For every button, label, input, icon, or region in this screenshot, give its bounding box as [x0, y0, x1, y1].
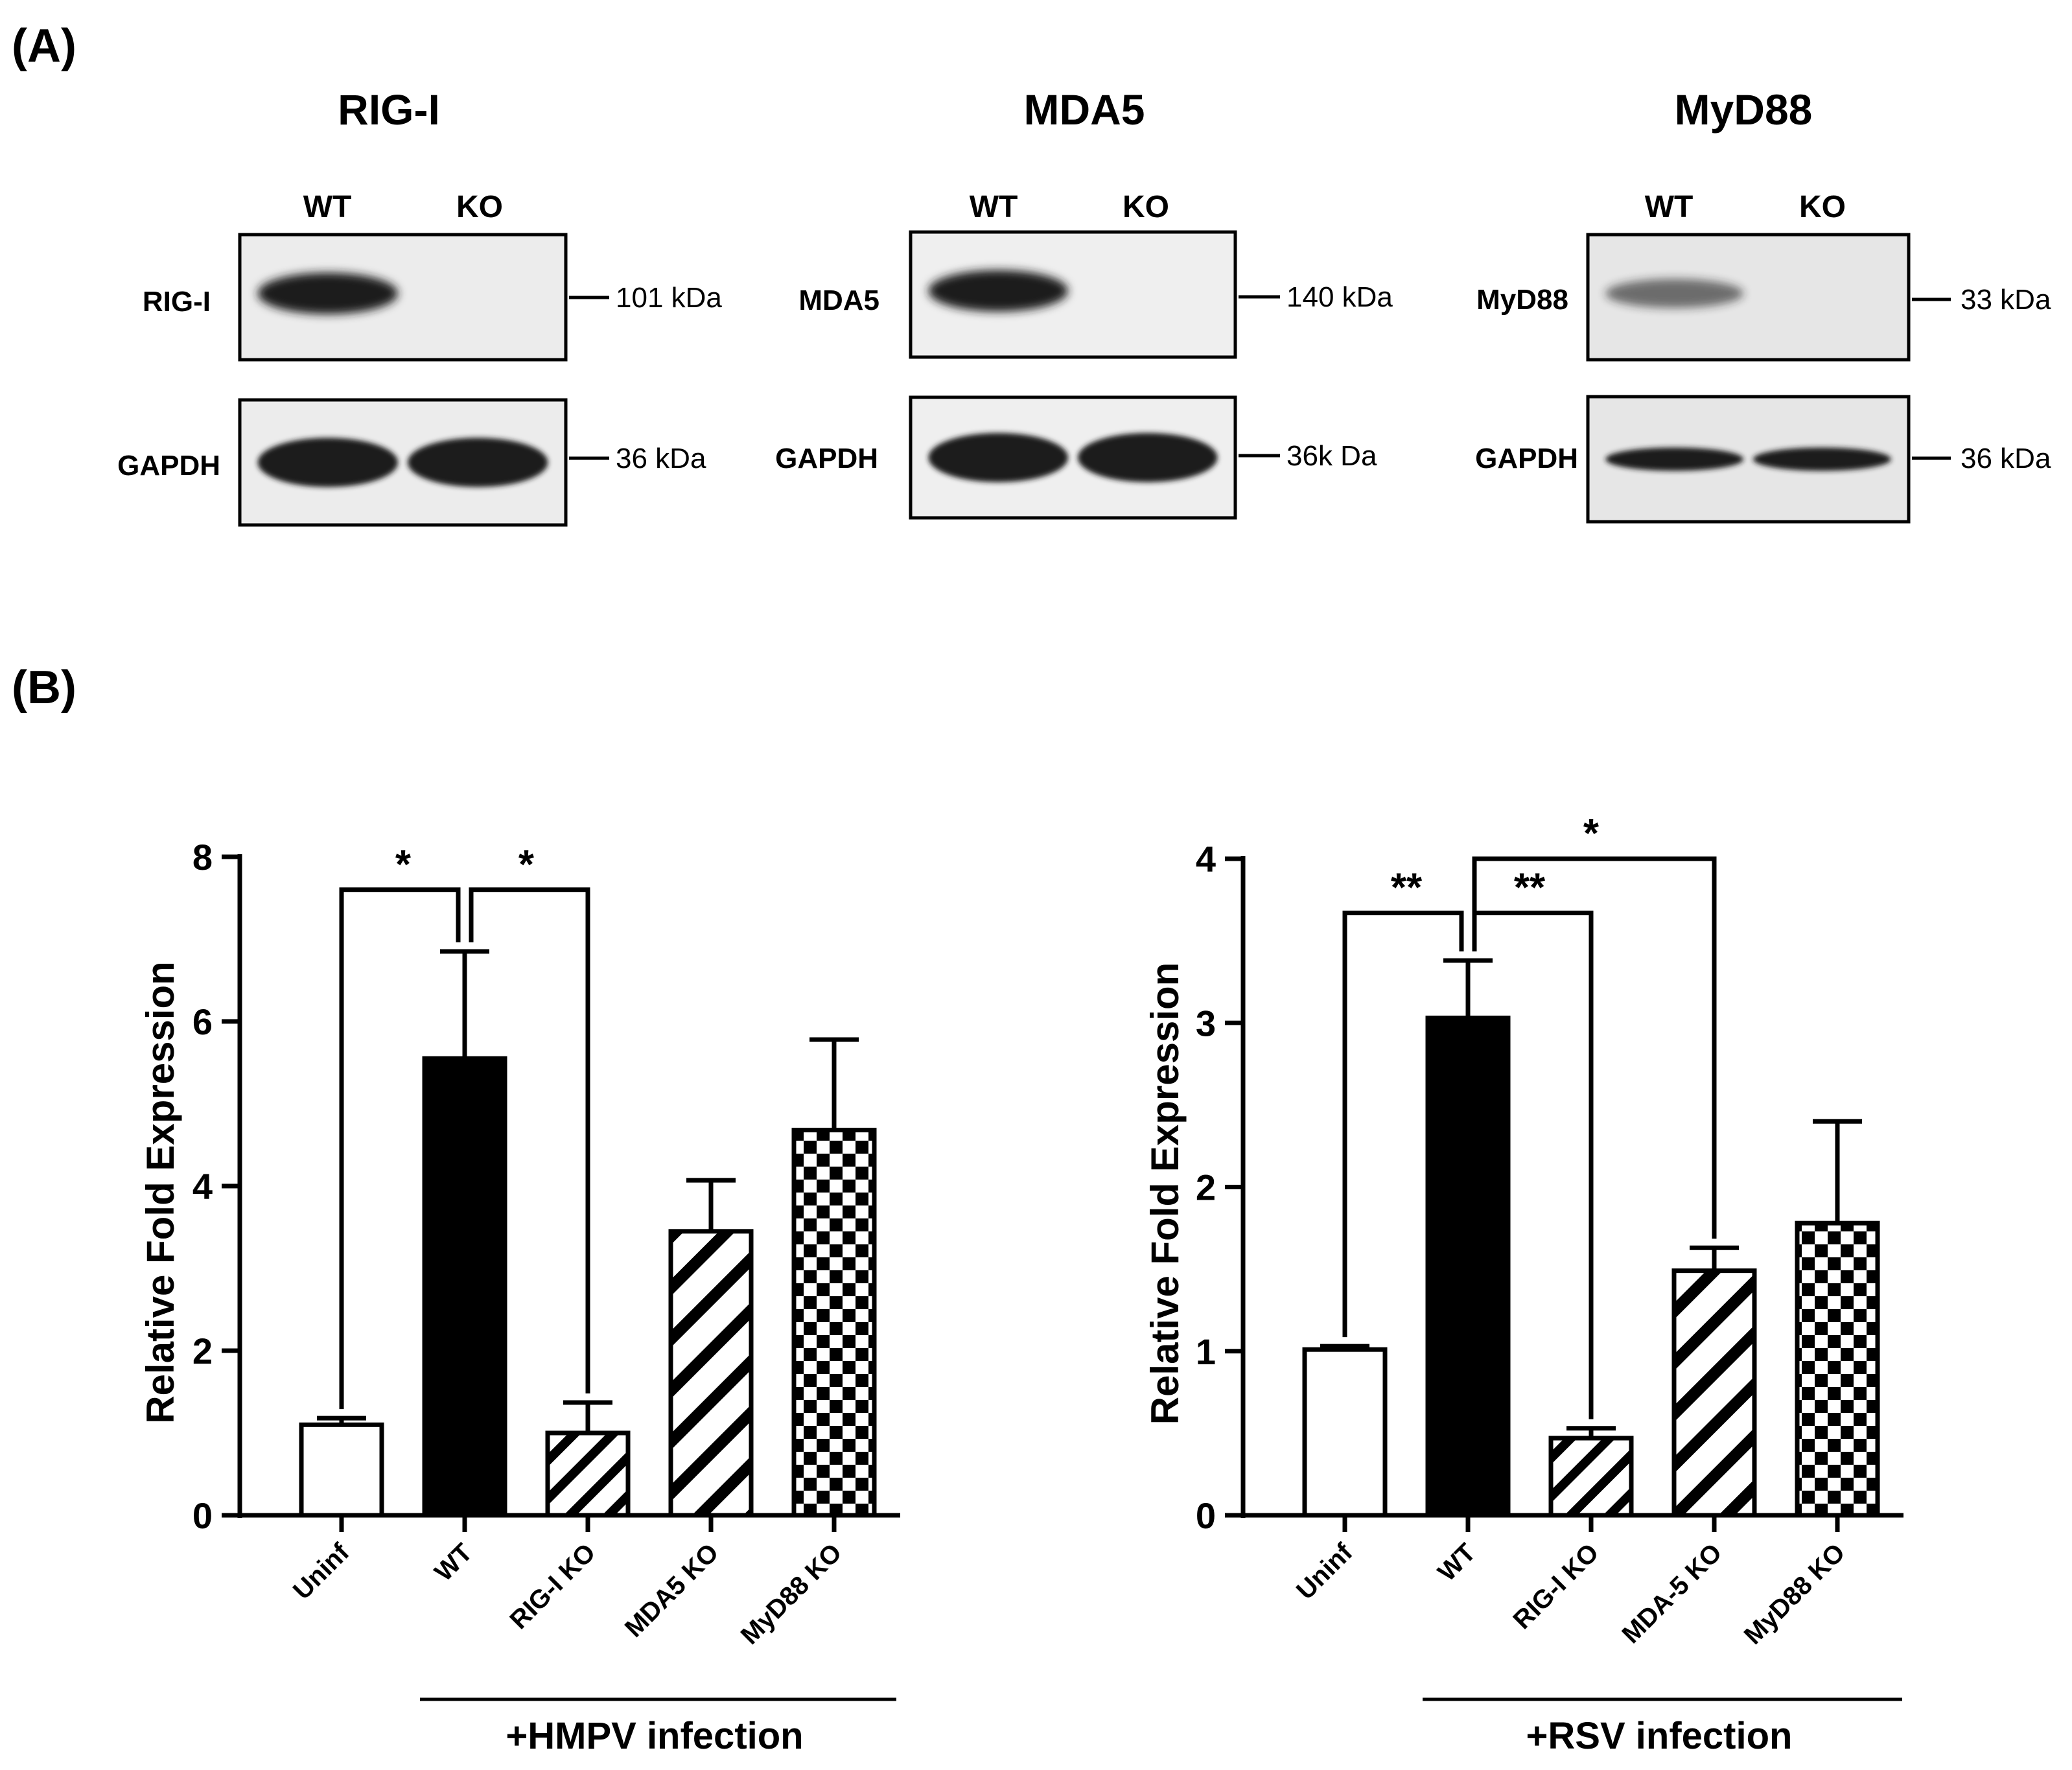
significance-bracket: [469, 887, 590, 1394]
target-protein-label: RIG-I: [143, 286, 211, 318]
significance-label: **: [1391, 866, 1423, 911]
gapdh-band: [928, 433, 1068, 482]
x-tick-label: MDA5 KO: [620, 1538, 725, 1643]
x-tick-label: MyD88 KO: [1739, 1538, 1851, 1650]
target-band: [928, 270, 1068, 312]
y-tick-label: 2: [192, 1331, 213, 1371]
significance-label: *: [518, 843, 535, 887]
bar: [1425, 1016, 1511, 1518]
y-tick-label: 6: [192, 1001, 213, 1042]
gapdh-band: [1078, 433, 1218, 482]
lane-label: KO: [1123, 190, 1169, 224]
blot-1: RIG-I WT KO RIG-I GAPDH 101 kDa 36 kDa: [117, 86, 722, 527]
lane-label: WT: [303, 190, 352, 224]
mw-label: 101 kDa: [616, 282, 722, 314]
y-tick-label: 4: [1196, 839, 1216, 879]
x-tick-label: RIG-I KO: [504, 1538, 601, 1635]
blot-title: MyD88: [1675, 86, 1813, 134]
panel-label-a: (A): [12, 20, 76, 72]
bar: [1671, 1268, 1757, 1518]
y-tick-label: 2: [1196, 1167, 1216, 1208]
significance-label: **: [1514, 866, 1546, 911]
bar: [1302, 1347, 1388, 1518]
bar: [545, 1430, 631, 1518]
bar: [791, 1128, 877, 1518]
lane-label: WT: [1645, 190, 1694, 224]
mw-label: 36 kDa: [1961, 443, 2051, 474]
loading-protein-label: GAPDH: [117, 450, 220, 482]
panel-label-b: (B): [12, 662, 76, 714]
loading-protein-label: GAPDH: [1475, 443, 1578, 474]
x-tick-label: Uninf: [1291, 1538, 1358, 1605]
gapdh-band: [257, 437, 398, 487]
y-axis-label: Relative Fold Expression: [1143, 962, 1187, 1425]
bar: [422, 1056, 507, 1518]
hmpv-bar-chart: 0 2 4 6 8 Uninf WT RIG-I KO MDA5 KO MyD88 KO Relat…: [139, 837, 900, 1757]
loading-protein-label: GAPDH: [775, 443, 878, 474]
significance-bracket: [1472, 856, 1717, 1239]
gapdh-band: [408, 437, 548, 487]
y-tick-label: 0: [192, 1495, 213, 1536]
x-tick-label: MyD88 KO: [736, 1538, 848, 1650]
blot-title: MDA5: [1023, 86, 1145, 134]
gapdh-band: [1605, 447, 1744, 471]
mw-label: 33 kDa: [1961, 284, 2051, 316]
lane-label: KO: [456, 190, 503, 224]
western-blots: RIG-I WT KO RIG-I GAPDH 101 kDa 36 kDa MDA5 WT KO…: [117, 86, 2051, 527]
group-label: +HMPV infection: [506, 1715, 803, 1757]
significance-label: *: [1583, 811, 1600, 856]
x-tick-label: MDA-5 KO: [1616, 1538, 1727, 1649]
y-tick-label: 4: [192, 1166, 213, 1207]
x-tick-label: RIG-I KO: [1507, 1538, 1604, 1635]
mw-label: 140 kDa: [1286, 281, 1393, 313]
blot-3: MyD88 WT KO MyD88 GAPDH 33 kDa 36 kDa: [1475, 86, 2051, 524]
target-band: [257, 272, 398, 314]
bar: [1795, 1220, 1880, 1518]
gapdh-band: [1752, 447, 1891, 471]
mw-label: 36k Da: [1286, 440, 1377, 472]
y-axis-label: Relative Fold Expression: [139, 961, 182, 1424]
significance-label: *: [395, 843, 412, 887]
x-tick-label: Uninf: [288, 1538, 355, 1605]
group-label: +RSV infection: [1526, 1715, 1793, 1757]
lane-label: WT: [970, 190, 1018, 224]
bar: [299, 1422, 384, 1518]
significance-bracket: [339, 887, 461, 1410]
y-tick-label: 0: [1196, 1495, 1216, 1536]
target-protein-label: MDA5: [798, 285, 879, 316]
y-tick-label: 8: [192, 837, 213, 878]
y-tick-label: 3: [1196, 1003, 1216, 1043]
x-tick-label: WT: [1432, 1538, 1481, 1587]
bar: [1548, 1436, 1634, 1518]
lane-label: KO: [1799, 190, 1846, 224]
blot-2: MDA5 WT KO MDA5 GAPDH 140 kDa 36k Da: [775, 86, 1393, 520]
bar: [668, 1229, 754, 1518]
target-band: [1605, 279, 1744, 309]
x-tick-label: WT: [429, 1538, 478, 1587]
rsv-bar-chart: 0 1 2 3 4 Uninf WT RIG-I KO MDA-5 KO MyD88 KO Rela…: [1143, 811, 1903, 1757]
mw-label: 36 kDa: [616, 443, 706, 474]
y-tick-label: 1: [1196, 1331, 1216, 1372]
target-protein-label: MyD88: [1476, 284, 1568, 316]
blot-title: RIG-I: [338, 86, 440, 134]
significance-bracket: [1342, 911, 1464, 1338]
